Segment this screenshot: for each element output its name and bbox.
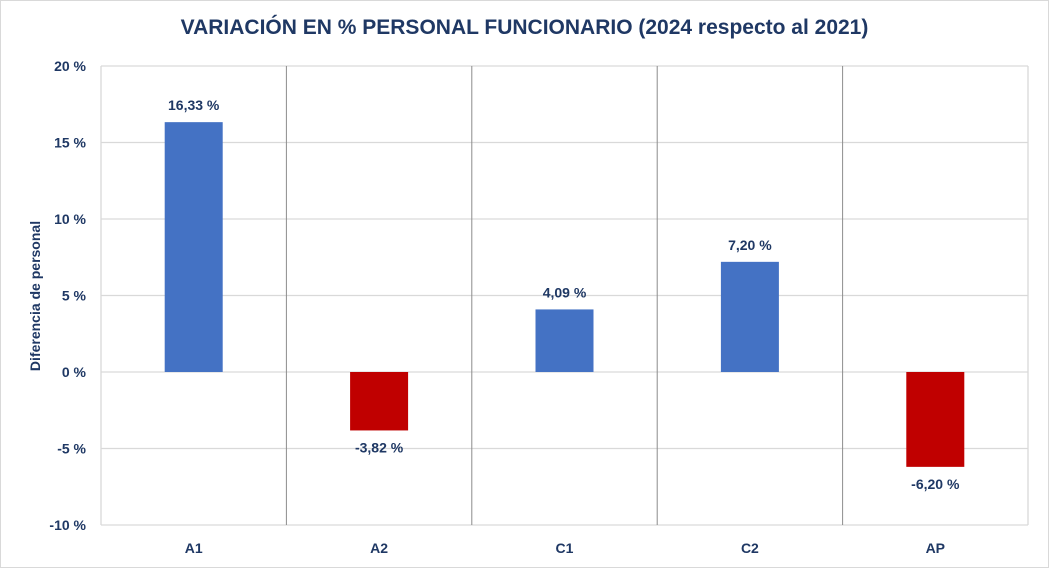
data-label: 4,09 % xyxy=(543,284,587,300)
y-tick-label: 20 % xyxy=(54,58,86,74)
data-label: 7,20 % xyxy=(728,237,772,253)
x-tick-label: A1 xyxy=(185,540,203,556)
y-tick-label: -5 % xyxy=(57,441,86,457)
bar-c1 xyxy=(535,309,594,372)
y-axis-label: Diferencia de personal xyxy=(27,221,43,371)
x-tick-label: A2 xyxy=(370,540,388,556)
y-tick-label: -10 % xyxy=(49,517,86,533)
y-tick-label: 0 % xyxy=(62,364,87,380)
bar-c2 xyxy=(720,261,779,372)
y-tick-label: 5 % xyxy=(62,288,87,304)
chart-title: VARIACIÓN EN % PERSONAL FUNCIONARIO (202… xyxy=(180,16,869,39)
bar-ap xyxy=(906,372,965,467)
data-label: -3,82 % xyxy=(355,439,404,455)
x-tick-label: C2 xyxy=(741,540,759,556)
y-tick-label: 10 % xyxy=(54,211,86,227)
x-tick-label: C1 xyxy=(556,540,574,556)
bar-a2 xyxy=(350,372,409,431)
data-label: -6,20 % xyxy=(911,476,960,492)
y-tick-label: 15 % xyxy=(54,135,86,151)
x-tick-label: AP xyxy=(926,540,945,556)
data-label: 16,33 % xyxy=(168,97,220,113)
bar-a1 xyxy=(164,122,223,372)
